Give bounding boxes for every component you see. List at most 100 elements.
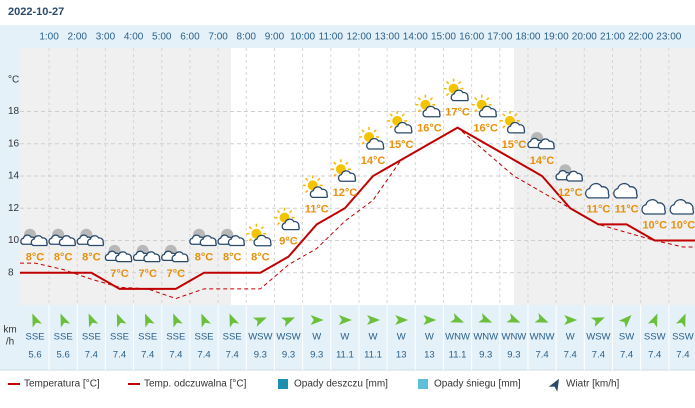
sun-ray: [345, 161, 349, 165]
hour-label: 14:00: [403, 32, 428, 43]
hour-label: 21:00: [600, 32, 625, 43]
temp-label: 10°C: [642, 219, 667, 231]
wind-arrow: [173, 313, 183, 328]
sun-ray: [333, 173, 337, 177]
y-tick-label: 8: [8, 267, 14, 278]
wind-direction: WSW: [586, 332, 610, 343]
temp-label: 16°C: [473, 123, 498, 135]
sun-ray: [260, 226, 264, 230]
legend-swatch: [548, 378, 559, 392]
cloud: [478, 105, 497, 118]
legend-label: Opady deszczu [mm]: [294, 379, 388, 390]
cloud: [199, 235, 217, 247]
sun-ray: [305, 189, 309, 193]
weather-icon: [527, 132, 555, 150]
wind-arrow: [423, 315, 437, 325]
cloud: [58, 235, 76, 247]
cloud: [613, 182, 638, 199]
temp-label: 7°C: [110, 268, 129, 280]
sun-ray: [361, 141, 365, 145]
legend-label: Temp. odczuwalna [°C]: [144, 379, 247, 390]
wind-direction: SSE: [110, 332, 129, 343]
hour-label: 18:00: [515, 32, 540, 43]
temp-label: 8°C: [82, 252, 101, 264]
weather-icon: [274, 207, 300, 231]
hour-label: 7:00: [208, 32, 228, 43]
wind-direction: SSE: [82, 332, 101, 343]
wind-direction: SW: [619, 332, 634, 343]
temp-label: 8°C: [26, 252, 45, 264]
cloud: [584, 182, 610, 199]
cloud: [450, 89, 469, 102]
cloud: [171, 251, 189, 263]
hour-label: 15:00: [431, 32, 456, 43]
hour-label: 19:00: [544, 32, 569, 43]
sun-ray: [486, 97, 490, 101]
temp-label: 11°C: [305, 203, 329, 215]
weather-icon: [443, 78, 469, 102]
hour-label: 2:00: [68, 32, 88, 43]
weather-icon: [132, 244, 161, 263]
weather-icon: [246, 223, 272, 247]
wind-arrow: [367, 315, 381, 325]
temp-label: 14°C: [530, 155, 555, 167]
cloud: [143, 251, 161, 263]
wind-direction: SSE: [138, 332, 157, 343]
legend-label: Wiatr [km/h]: [566, 379, 620, 390]
weather-icon: [161, 244, 189, 263]
wind-speed: 7.4: [676, 350, 689, 361]
wind-arrow: [338, 315, 352, 325]
sun-ray: [417, 109, 421, 113]
sun-ray: [474, 109, 478, 113]
sun-ray: [417, 97, 421, 101]
sun-ray: [361, 129, 365, 133]
weather-icon: [415, 94, 441, 118]
sun-ray: [248, 226, 252, 230]
temp-label: 8°C: [54, 252, 73, 264]
temp-label: 12°C: [333, 187, 358, 199]
wind-arrow: [88, 313, 99, 328]
wind-arrow: [201, 313, 211, 328]
sun-ray: [514, 113, 518, 117]
wind-direction: WNW: [445, 332, 470, 343]
hour-label: 6:00: [180, 32, 200, 43]
sun-ray: [429, 97, 433, 101]
cloud: [565, 170, 584, 182]
wind-speed: 7.4: [85, 350, 98, 361]
wind-speed: 5.6: [28, 350, 41, 361]
wind-speed: 11.1: [364, 350, 382, 361]
wind-arrow: [564, 315, 578, 325]
wind-arrow: [675, 313, 686, 328]
sun-ray: [445, 81, 450, 85]
y-tick-label: 14: [8, 171, 20, 182]
sun-ray: [502, 125, 506, 129]
weather-icon: [555, 164, 584, 182]
wind-speed: 13: [424, 350, 435, 361]
cloud: [669, 199, 695, 215]
sun-ray: [276, 210, 281, 214]
sun-ray: [276, 222, 281, 226]
wind-direction: SSE: [54, 332, 73, 343]
wind-speed: 9.3: [507, 350, 520, 361]
hour-label: 11:00: [319, 32, 344, 43]
temperature-line: [20, 126, 695, 290]
temp-label: 15°C: [389, 139, 414, 151]
temp-label: 10°C: [671, 219, 695, 231]
wind-arrow: [506, 313, 521, 323]
hour-label: 4:00: [124, 32, 144, 43]
wind-arrow: [32, 313, 42, 328]
weather-icon: [499, 110, 526, 134]
sun-ray: [317, 177, 321, 181]
weather-icon: [641, 199, 666, 215]
wind-arrow: [395, 315, 409, 325]
wind-direction: SSW: [644, 332, 666, 343]
y-tick-label: 18: [8, 106, 20, 117]
wind-arrow: [281, 317, 295, 327]
sun-ray: [445, 93, 450, 97]
temp-label: 9°C: [279, 236, 298, 248]
sun-ray: [401, 113, 405, 117]
wind-direction: SSW: [672, 332, 694, 343]
wind-arrow: [252, 317, 267, 327]
sun-ray: [474, 97, 478, 101]
